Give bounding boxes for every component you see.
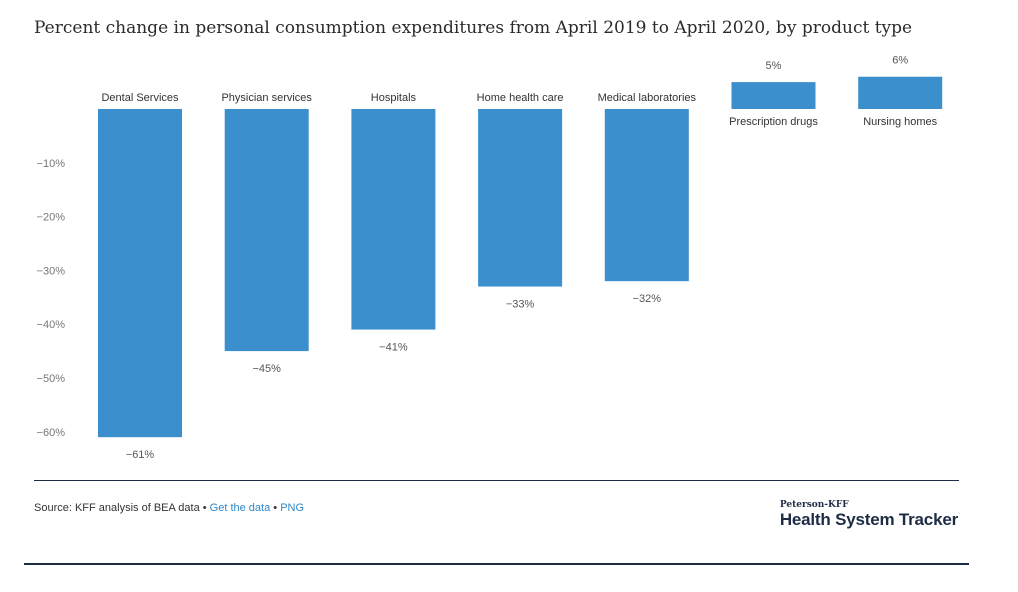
png-link[interactable]: PNG — [280, 502, 305, 514]
bar — [858, 76, 943, 109]
value-label: −32% — [633, 293, 662, 305]
category-label: Physician services — [221, 92, 312, 104]
source-text: Source: KFF analysis of BEA data — [34, 502, 200, 514]
chart-title: Percent change in personal consumption e… — [34, 18, 913, 38]
bar — [731, 82, 816, 109]
bar — [224, 109, 309, 352]
logo: Peterson-KFF Health System Tracker — [780, 500, 958, 530]
category-label: Nursing homes — [863, 116, 937, 128]
category-label: Dental Services — [101, 92, 179, 104]
y-tick-label: −60% — [37, 427, 66, 439]
logo-small-text: Peterson-KFF — [779, 500, 849, 510]
value-label: 5% — [766, 60, 782, 72]
bar — [478, 109, 563, 287]
value-label: −45% — [252, 363, 281, 375]
category-label: Prescription drugs — [729, 116, 818, 128]
bar-chart: −10% −20% −30% −40% −50% −60% Dental Services −… — [37, 55, 943, 461]
category-label: Home health care — [477, 92, 564, 104]
category-label: Hospitals — [371, 92, 417, 104]
bar — [98, 109, 182, 438]
logo-big-text: Health System Tracker — [779, 510, 958, 529]
footer-divider — [34, 480, 959, 481]
separator: • — [270, 502, 281, 514]
value-label: 6% — [892, 55, 908, 67]
value-label: −41% — [379, 342, 408, 354]
y-tick-label: −30% — [37, 265, 66, 277]
value-label: −61% — [126, 449, 155, 461]
y-tick-label: −10% — [37, 158, 66, 170]
source-line: Source: KFF analysis of BEA data • Get t… — [34, 502, 304, 514]
bottom-divider — [24, 563, 969, 565]
y-tick-label: −50% — [37, 373, 66, 385]
separator: • — [199, 502, 210, 514]
y-tick-label: −20% — [37, 212, 66, 224]
category-label: Medical laboratories — [598, 92, 697, 104]
bar — [604, 109, 689, 282]
value-label: −33% — [506, 299, 535, 311]
bar — [351, 109, 436, 330]
y-tick-label: −40% — [37, 319, 66, 331]
get-the-data-link[interactable]: Get the data — [209, 502, 271, 514]
